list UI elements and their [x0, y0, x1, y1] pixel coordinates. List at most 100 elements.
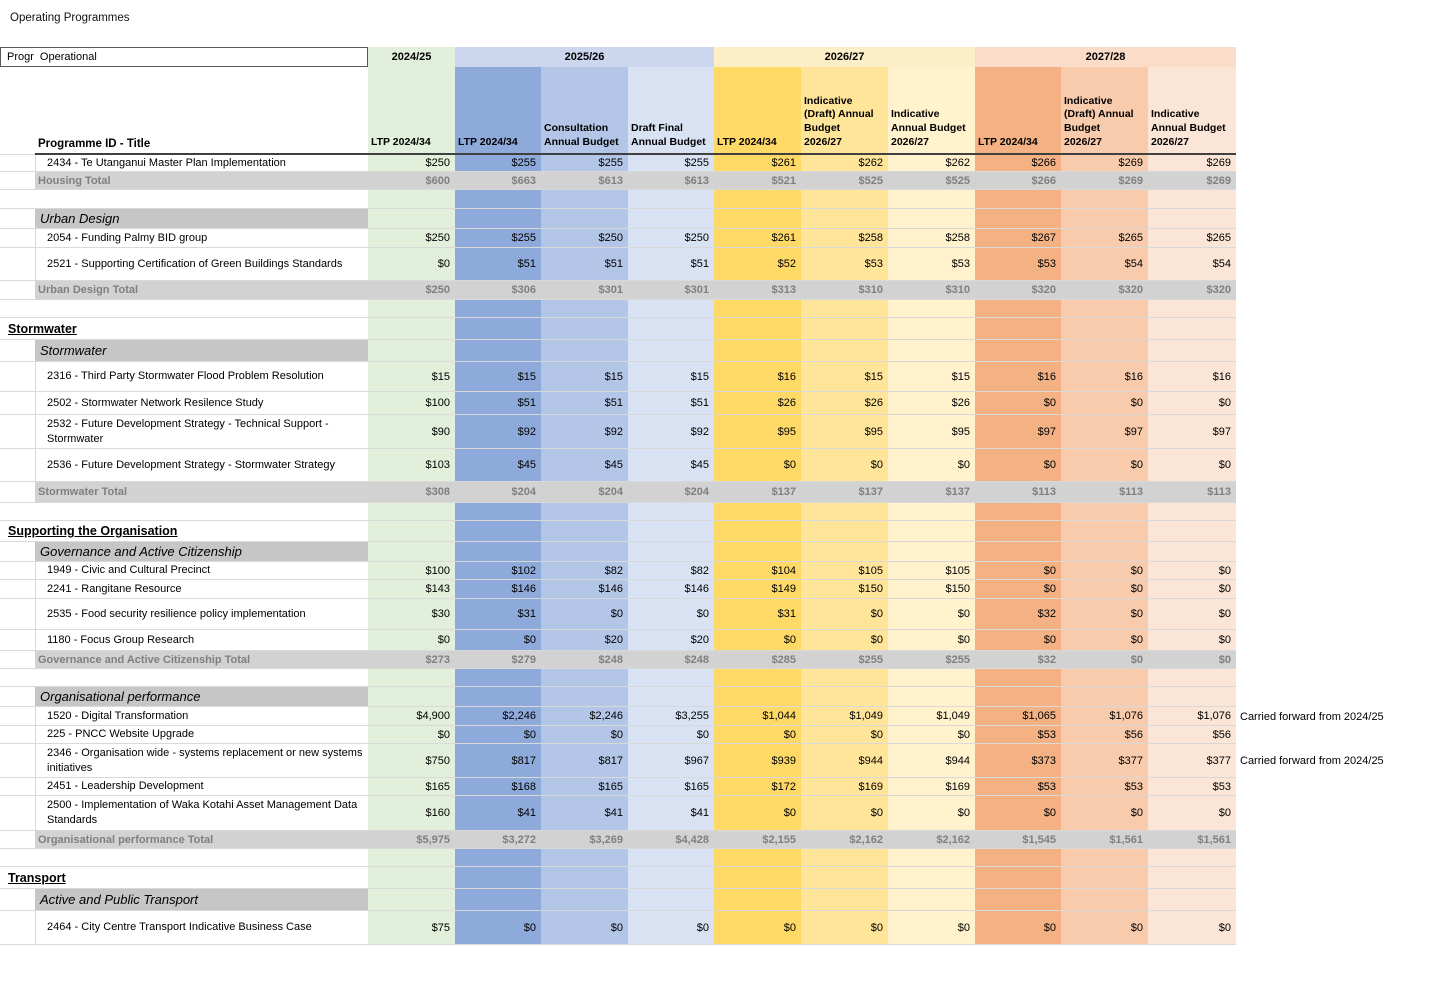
value-cell[interactable]: $0: [1061, 630, 1148, 651]
value-cell[interactable]: [541, 889, 628, 911]
value-cell[interactable]: $53: [975, 778, 1061, 796]
value-cell[interactable]: $0: [368, 726, 455, 744]
programme-title-cell[interactable]: 225 - PNCC Website Upgrade: [35, 726, 368, 744]
value-cell[interactable]: [975, 867, 1061, 889]
value-cell[interactable]: $0: [1061, 449, 1148, 482]
programme-title-cell[interactable]: 2241 - Rangitane Resource: [35, 580, 368, 599]
value-cell[interactable]: [368, 521, 455, 542]
value-cell[interactable]: [541, 300, 628, 318]
value-cell[interactable]: $0: [541, 599, 628, 630]
value-cell[interactable]: $0: [975, 630, 1061, 651]
value-cell[interactable]: $26: [888, 392, 975, 415]
value-cell[interactable]: [888, 849, 975, 867]
value-cell[interactable]: [1061, 190, 1148, 209]
value-cell[interactable]: $26: [801, 392, 888, 415]
value-cell[interactable]: $0: [888, 911, 975, 945]
value-cell[interactable]: $31: [455, 599, 541, 630]
value-cell[interactable]: [714, 340, 801, 362]
value-cell[interactable]: [1061, 542, 1148, 562]
value-cell[interactable]: [541, 542, 628, 562]
value-cell[interactable]: $4,900: [368, 707, 455, 726]
value-cell[interactable]: $165: [368, 778, 455, 796]
value-cell[interactable]: $53: [975, 726, 1061, 744]
value-cell[interactable]: $1,049: [888, 707, 975, 726]
value-cell[interactable]: $52: [714, 248, 801, 281]
value-cell[interactable]: $75: [368, 911, 455, 945]
value-cell[interactable]: $53: [975, 248, 1061, 281]
value-cell[interactable]: $525: [801, 172, 888, 190]
value-cell[interactable]: $0: [628, 599, 714, 630]
value-cell[interactable]: $0: [1148, 911, 1236, 945]
value-cell[interactable]: $2,162: [888, 831, 975, 849]
value-cell[interactable]: $255: [455, 155, 541, 172]
value-cell[interactable]: $15: [541, 362, 628, 392]
value-cell[interactable]: $377: [1148, 744, 1236, 778]
value-cell[interactable]: $143: [368, 580, 455, 599]
value-cell[interactable]: $149: [714, 580, 801, 599]
value-cell[interactable]: $0: [1061, 796, 1148, 831]
total-label-cell[interactable]: Housing Total: [35, 172, 368, 190]
column-header[interactable]: Indicative (Draft) Annual Budget 2026/27: [801, 67, 888, 155]
value-cell[interactable]: $0: [1061, 651, 1148, 669]
value-cell[interactable]: $204: [628, 482, 714, 503]
value-cell[interactable]: $2,162: [801, 831, 888, 849]
value-cell[interactable]: $0: [975, 392, 1061, 415]
value-cell[interactable]: [714, 190, 801, 209]
value-cell[interactable]: $273: [368, 651, 455, 669]
programme-title-cell[interactable]: 2521 - Supporting Certification of Green…: [35, 248, 368, 281]
value-cell[interactable]: $100: [368, 562, 455, 580]
value-cell[interactable]: $262: [888, 155, 975, 172]
value-cell[interactable]: $0: [1148, 630, 1236, 651]
value-cell[interactable]: [975, 669, 1061, 687]
value-cell[interactable]: $266: [975, 172, 1061, 190]
value-cell[interactable]: [541, 867, 628, 889]
programme-title-cell[interactable]: 2536 - Future Development Strategy - Sto…: [35, 449, 368, 482]
value-cell[interactable]: [628, 669, 714, 687]
column-header[interactable]: Consultation Annual Budget: [541, 67, 628, 155]
value-cell[interactable]: $45: [541, 449, 628, 482]
value-cell[interactable]: $269: [1061, 172, 1148, 190]
value-cell[interactable]: $0: [801, 726, 888, 744]
value-cell[interactable]: $16: [714, 362, 801, 392]
value-cell[interactable]: [1061, 300, 1148, 318]
value-cell[interactable]: $0: [1148, 599, 1236, 630]
value-cell[interactable]: [975, 340, 1061, 362]
value-cell[interactable]: [368, 318, 455, 340]
value-cell[interactable]: $160: [368, 796, 455, 831]
value-cell[interactable]: [541, 521, 628, 542]
value-cell[interactable]: $248: [628, 651, 714, 669]
value-cell[interactable]: $279: [455, 651, 541, 669]
value-cell[interactable]: $0: [1061, 599, 1148, 630]
value-cell[interactable]: $30: [368, 599, 455, 630]
value-cell[interactable]: $313: [714, 281, 801, 300]
value-cell[interactable]: $15: [455, 362, 541, 392]
value-cell[interactable]: [801, 503, 888, 521]
programme-title-cell[interactable]: 1949 - Civic and Cultural Precinct: [35, 562, 368, 580]
value-cell[interactable]: [714, 669, 801, 687]
value-cell[interactable]: $97: [1061, 415, 1148, 449]
column-header[interactable]: Indicative (Draft) Annual Budget 2026/27: [1061, 67, 1148, 155]
value-cell[interactable]: [628, 209, 714, 229]
value-cell[interactable]: $0: [975, 562, 1061, 580]
value-cell[interactable]: [455, 687, 541, 707]
value-cell[interactable]: [1148, 521, 1236, 542]
value-cell[interactable]: $150: [888, 580, 975, 599]
value-cell[interactable]: $1,049: [801, 707, 888, 726]
value-cell[interactable]: $53: [1148, 778, 1236, 796]
value-cell[interactable]: [888, 503, 975, 521]
value-cell[interactable]: $320: [975, 281, 1061, 300]
value-cell[interactable]: [714, 867, 801, 889]
value-cell[interactable]: [541, 318, 628, 340]
value-cell[interactable]: $1,044: [714, 707, 801, 726]
value-cell[interactable]: [368, 669, 455, 687]
value-cell[interactable]: [455, 340, 541, 362]
value-cell[interactable]: $15: [368, 362, 455, 392]
value-cell[interactable]: $0: [628, 726, 714, 744]
value-cell[interactable]: $97: [975, 415, 1061, 449]
value-cell[interactable]: $16: [975, 362, 1061, 392]
value-cell[interactable]: $750: [368, 744, 455, 778]
note-cell[interactable]: Carried forward from 2024/25: [1236, 744, 1435, 778]
programme-title-cell[interactable]: 2500 - Implementation of Waka Kotahi Ass…: [35, 796, 368, 831]
value-cell[interactable]: $308: [368, 482, 455, 503]
value-cell[interactable]: $265: [1148, 229, 1236, 248]
